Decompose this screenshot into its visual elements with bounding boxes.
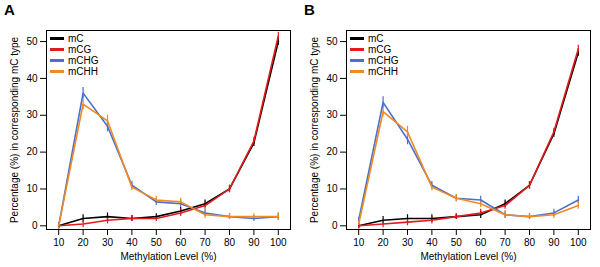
html-text:mCG: mCG bbox=[68, 44, 92, 55]
svg-text:90: 90 bbox=[248, 237, 260, 248]
svg-text:50: 50 bbox=[26, 36, 38, 47]
html-text:mCHG: mCHG bbox=[368, 55, 399, 66]
svg-text:20: 20 bbox=[26, 146, 38, 157]
svg-text:0: 0 bbox=[32, 220, 38, 231]
svg-text:10: 10 bbox=[353, 237, 365, 248]
html-text:mCHH: mCHH bbox=[368, 66, 398, 77]
svg-text:10: 10 bbox=[326, 183, 338, 194]
svg-text:60: 60 bbox=[475, 237, 487, 248]
svg-text:70: 70 bbox=[200, 237, 212, 248]
svg-text:70: 70 bbox=[500, 237, 512, 248]
svg-text:50: 50 bbox=[326, 36, 338, 47]
svg-text:40: 40 bbox=[126, 237, 138, 248]
svg-text:20: 20 bbox=[378, 237, 390, 248]
html-text:mC: mC bbox=[68, 33, 84, 44]
svg-text:20: 20 bbox=[78, 237, 90, 248]
svg-text:40: 40 bbox=[426, 237, 438, 248]
svg-text:20: 20 bbox=[326, 146, 338, 157]
svg-text:40: 40 bbox=[26, 73, 38, 84]
svg-text:Percentage (%) in correspondin: Percentage (%) in corresponding mC type bbox=[9, 36, 20, 223]
svg-text:100: 100 bbox=[570, 237, 587, 248]
svg-text:60: 60 bbox=[175, 237, 187, 248]
svg-text:100: 100 bbox=[270, 237, 287, 248]
svg-text:30: 30 bbox=[102, 237, 114, 248]
svg-text:10: 10 bbox=[26, 183, 38, 194]
html-text:mCG: mCG bbox=[368, 44, 392, 55]
html-text:mCHH: mCHH bbox=[68, 66, 98, 77]
html-text:mCHG: mCHG bbox=[68, 55, 99, 66]
svg-text:Methylation Level (%): Methylation Level (%) bbox=[420, 251, 516, 262]
svg-text:0: 0 bbox=[332, 220, 338, 231]
svg-text:90: 90 bbox=[548, 237, 560, 248]
html-text:A: A bbox=[4, 1, 15, 18]
svg-text:80: 80 bbox=[224, 237, 236, 248]
svg-text:30: 30 bbox=[326, 109, 338, 120]
svg-text:Percentage (%) in correspondin: Percentage (%) in corresponding mC type bbox=[309, 36, 320, 223]
html-text:mC: mC bbox=[368, 33, 384, 44]
svg-text:50: 50 bbox=[151, 237, 163, 248]
html-text:B: B bbox=[304, 1, 315, 18]
svg-text:Methylation Level (%): Methylation Level (%) bbox=[120, 251, 216, 262]
svg-text:40: 40 bbox=[326, 73, 338, 84]
svg-text:30: 30 bbox=[26, 109, 38, 120]
svg-text:80: 80 bbox=[524, 237, 536, 248]
svg-text:50: 50 bbox=[451, 237, 463, 248]
svg-text:30: 30 bbox=[402, 237, 414, 248]
svg-text:10: 10 bbox=[53, 237, 65, 248]
